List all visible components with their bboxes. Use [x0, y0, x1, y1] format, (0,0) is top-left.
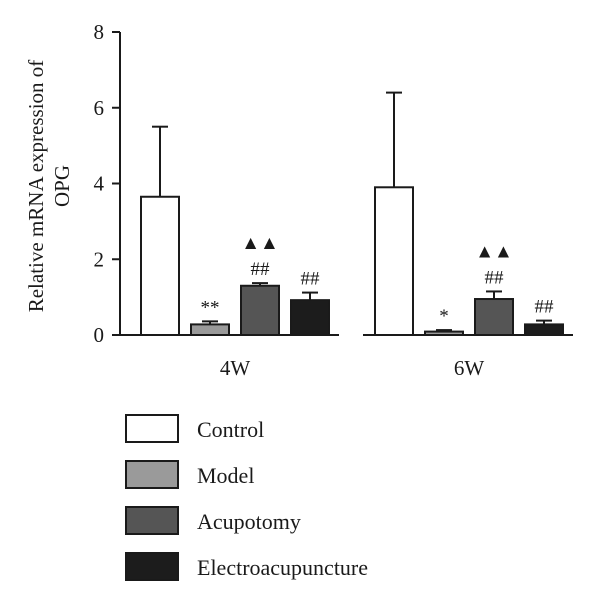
legend-swatch-control [125, 414, 179, 443]
bar-acupotomy-6w [474, 298, 514, 336]
bar-model-6w [424, 330, 464, 336]
y-tick-label: 8 [94, 20, 105, 44]
significance-annotation: ▲▲ [241, 233, 279, 254]
significance-annotation: ## [301, 269, 321, 290]
bar-electroacupuncture-4w [290, 299, 330, 336]
significance-annotation: ## [485, 267, 505, 288]
y-tick-label: 6 [94, 96, 105, 120]
y-tick-label: 0 [94, 323, 105, 347]
significance-annotation: * [439, 306, 449, 327]
bar-model-4w [190, 323, 230, 336]
legend-label-electroacupuncture: Electroacupuncture [197, 555, 368, 580]
legend-label-model: Model [197, 463, 254, 488]
significance-annotation: ▲▲ [475, 241, 513, 262]
bar-electroacupuncture-6w [524, 323, 564, 336]
bar-control-4w [140, 195, 180, 336]
significance-annotation: ** [201, 297, 220, 318]
significance-annotation: ## [251, 259, 271, 280]
y-axis-label-line-2: OPG [50, 165, 74, 207]
legend-swatch-electroacupuncture [125, 552, 179, 581]
x-tick-label: 4W [220, 356, 251, 380]
legend-swatch-acupotomy [125, 506, 179, 535]
legend-swatch-model [125, 460, 179, 489]
y-tick-label: 4 [94, 172, 105, 196]
bar-acupotomy-4w [240, 284, 280, 337]
significance-annotation: ## [535, 297, 555, 318]
x-tick-label: 6W [454, 356, 485, 380]
bar-control-6w [374, 186, 414, 336]
y-axis-label-line-1: Relative mRNA expression of [24, 60, 48, 313]
legend-label-control: Control [197, 417, 264, 442]
legend-label-acupotomy: Acupotomy [197, 509, 301, 534]
y-tick-label: 2 [94, 247, 105, 271]
